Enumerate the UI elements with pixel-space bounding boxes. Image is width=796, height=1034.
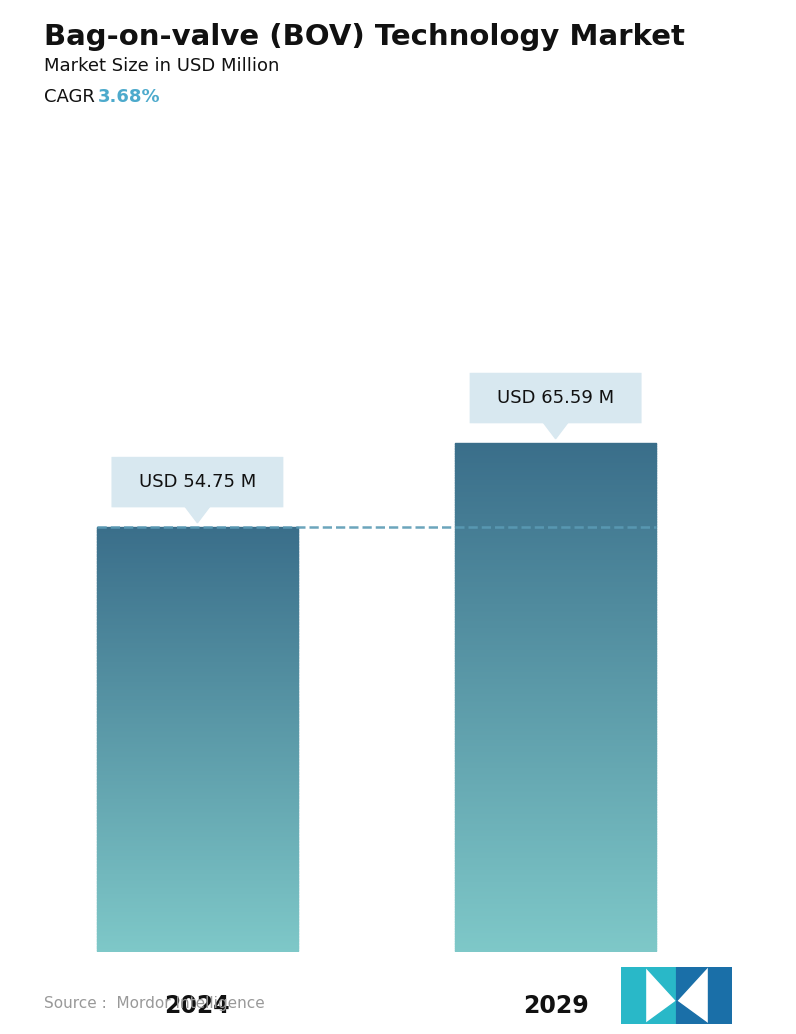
Polygon shape — [708, 967, 732, 1024]
FancyBboxPatch shape — [470, 373, 642, 423]
Polygon shape — [621, 967, 646, 1024]
Text: 2029: 2029 — [523, 994, 588, 1017]
Polygon shape — [646, 1001, 677, 1024]
Polygon shape — [543, 422, 568, 438]
Polygon shape — [646, 967, 677, 1001]
FancyBboxPatch shape — [111, 457, 283, 508]
Text: USD 54.75 M: USD 54.75 M — [139, 474, 256, 491]
Text: 3.68%: 3.68% — [98, 88, 161, 105]
Polygon shape — [677, 1001, 708, 1024]
Polygon shape — [677, 967, 708, 1001]
Text: 2024: 2024 — [165, 994, 230, 1017]
Polygon shape — [185, 506, 210, 523]
Text: Market Size in USD Million: Market Size in USD Million — [44, 57, 279, 74]
Text: Source :  Mordor Intelligence: Source : Mordor Intelligence — [44, 996, 264, 1011]
Text: USD 65.59 M: USD 65.59 M — [497, 389, 615, 407]
Text: Bag-on-valve (BOV) Technology Market: Bag-on-valve (BOV) Technology Market — [44, 23, 685, 51]
Text: CAGR: CAGR — [44, 88, 100, 105]
